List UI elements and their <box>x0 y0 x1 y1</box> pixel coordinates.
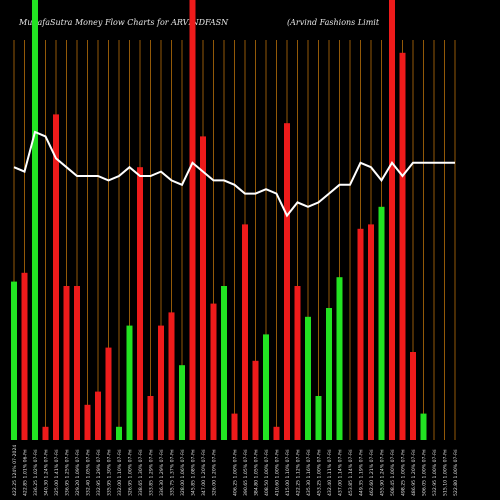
money-flow-bar <box>11 281 17 440</box>
money-flow-bar <box>210 303 217 440</box>
money-flow-bar <box>378 206 385 440</box>
money-flow-bars <box>11 0 427 441</box>
money-flow-bar <box>305 316 311 440</box>
x-axis-label: 453.85 1.14% 07-Fri <box>348 449 354 496</box>
x-axis-label: 345.85 1.08% 07-Fri <box>191 449 197 496</box>
x-axis-label: 338.65 1.30% 07-Fri <box>138 449 144 496</box>
x-axis-label: 508.45 1.00% 07-Fri <box>390 449 396 496</box>
money-flow-bar <box>294 286 301 440</box>
money-flow-bar <box>284 123 290 440</box>
money-flow-bar <box>273 426 280 440</box>
money-flow-bar <box>326 308 332 440</box>
money-flow-bar <box>200 136 206 440</box>
x-axis-label: 486.95 1.20% 07-Fri <box>411 449 417 496</box>
money-flow-bar <box>74 286 80 440</box>
money-flow-bar <box>336 277 343 440</box>
x-axis-label: 406.25 1.00% 07-Fri <box>233 449 239 496</box>
money-flow-bar <box>179 365 185 440</box>
x-axis-label: 332.40 1.05% 07-Fri <box>86 449 92 496</box>
x-axis-label: 449.35 1.19% 07-Fri <box>359 449 365 496</box>
money-flow-bar <box>53 114 59 441</box>
x-axis-label: 506.05 1.00% 07-Fri <box>422 449 428 496</box>
money-flow-bar <box>95 391 101 440</box>
money-flow-bar <box>368 224 374 440</box>
x-axis-label: 498.25 1.00% 07-Fri <box>401 449 407 496</box>
money-flow-bar <box>263 334 269 440</box>
x-axis-label: 455.90 1.24% 07-Fri <box>380 449 386 496</box>
money-flow-bar <box>84 404 91 440</box>
money-flow-bar <box>105 347 112 440</box>
money-flow-bar <box>252 360 259 440</box>
money-flow-bar <box>126 325 133 440</box>
money-flow-line <box>13 130 455 218</box>
x-axis-labels: 422.25 124% 07-2024 422.85 1.01% 06-Fri 33… <box>12 445 459 496</box>
x-axis-label: 335.95 1.30% 07-Fri <box>107 449 113 496</box>
money-flow-bar <box>42 426 49 440</box>
x-axis-label: 326.00 1.20% 07-Fri <box>212 449 218 496</box>
x-axis-label: 335.75 1.37% 07-Fri <box>170 449 176 496</box>
x-axis-label: 410.60 1.00% 07-Fri <box>275 449 281 496</box>
x-axis-label: 326.95 1.00% 07-Fri <box>128 449 134 496</box>
money-flow-bar <box>158 325 164 440</box>
money-flow-bar <box>168 312 175 440</box>
chart-title: MunafaSutra Money Flow Charts for ARVIND… <box>19 18 229 27</box>
x-axis-label: 340.30 1.24% 07-Fri <box>44 449 50 496</box>
money-flow-bar <box>116 426 122 440</box>
x-axis-label: 432.40 1.11% 07-Fri <box>327 449 333 496</box>
grid-lines <box>13 40 456 440</box>
money-flow-bar <box>63 286 70 440</box>
x-axis-label: 333.85 1.29% 07-Fri <box>149 449 155 496</box>
x-axis-label: 336.25 1.02% 07-Fri <box>33 449 39 496</box>
x-axis-label: 336.95 1.25% 07-Fri <box>65 449 71 496</box>
x-axis-label: 522.80 1.00% 07-Fri <box>453 449 459 496</box>
money-flow-bar <box>147 396 154 440</box>
money-flow-bar <box>189 0 196 440</box>
x-axis-label: 384.80 1.05% 07-Fri <box>254 449 260 496</box>
money-flow-bar <box>137 167 143 440</box>
money-flow-bar <box>389 0 395 440</box>
money-flow-bar <box>242 224 248 440</box>
x-axis-label: 328.00 1.06% 07-Fri <box>180 449 186 496</box>
chart-company-name: (Arvind Fashions Limit <box>287 18 380 27</box>
money-flow-bar <box>221 286 227 440</box>
x-axis-label: 329.20 1.09% 07-Fri <box>75 449 81 496</box>
money-flow-bar <box>410 352 416 440</box>
x-axis-label: 437.00 1.14% 07-Fri <box>338 449 344 496</box>
x-axis-label: 422.85 1.01% 06-Fri <box>23 449 29 496</box>
x-axis-label: 462.60 1.21% 07-Fri <box>369 449 375 496</box>
x-axis-label: 532.95 1.00% 07-Fri <box>432 449 438 496</box>
x-axis-label: 422.25 124% 07-2024 <box>12 445 18 496</box>
x-axis-label: 390.65 1.05% 07-Fri <box>243 449 249 496</box>
money-flow-bar <box>32 0 38 440</box>
x-axis-label: 325.00 1.41% 07-Fri <box>54 449 60 496</box>
x-axis-label: 332.95 1.29% 07-Fri <box>96 449 102 496</box>
money-flow-bar <box>231 413 238 440</box>
x-axis-label: 408.50 1.00% 07-Fri <box>264 449 270 496</box>
x-axis-label: 422.25 1.12% 07-Fri <box>296 449 302 496</box>
x-axis-label: 415.00 1.10% 07-Fri <box>285 449 291 496</box>
money-flow-bar <box>21 272 28 440</box>
money-flow-bar <box>420 413 427 440</box>
money-flow-bar <box>357 228 364 440</box>
x-axis-label: 453.25 1.00% 07-Fri <box>317 449 323 496</box>
x-axis-label: 435.30 1.16% 07-Fri <box>306 449 312 496</box>
x-axis-label: 336.30 1.29% 07-Fri <box>159 449 165 496</box>
x-axis-label: 347.00 1.20% 07-Fri <box>201 449 207 496</box>
money-flow-bar <box>399 52 406 441</box>
money-flow-bar <box>315 396 322 440</box>
x-axis-label: 515.10 1.00% 07-Fri <box>443 449 449 496</box>
x-axis-label: 332.00 1.10% 07-Fri <box>117 449 123 496</box>
